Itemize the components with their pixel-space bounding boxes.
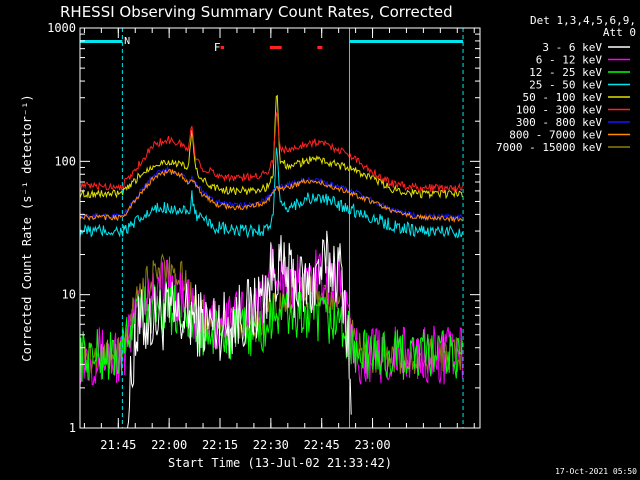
- x-tick-label: 22:15: [202, 438, 238, 452]
- legend-header-line2: Att 0: [603, 26, 636, 39]
- x-tick-label: 21:45: [100, 438, 136, 452]
- y-tick-label: 100: [54, 154, 76, 168]
- flag-bar: [317, 46, 323, 49]
- series-line: [79, 94, 463, 200]
- series-line: [127, 230, 352, 429]
- y-axis-label: Corrected Count Rate (s⁻¹ detector⁻¹): [20, 94, 34, 361]
- night-bar: [349, 40, 464, 43]
- series-line: [79, 281, 463, 382]
- legend-label: 25 - 50 keV: [529, 79, 602, 92]
- legend-label: 800 - 7000 keV: [509, 129, 602, 142]
- y-tick-label: 10: [62, 288, 76, 302]
- series-line: [79, 112, 463, 194]
- chart-title: RHESSI Observing Summary Count Rates, Co…: [60, 3, 453, 21]
- series-line: [79, 168, 463, 223]
- legend-label: 6 - 12 keV: [536, 54, 603, 67]
- y-tick-label: 1000: [47, 21, 76, 35]
- legend-label: 100 - 300 keV: [516, 104, 602, 117]
- x-axis: 21:45 22:00 22:15 22:30 22:45 23:00: [83, 28, 475, 452]
- x-tick-label: 22:00: [151, 438, 187, 452]
- legend-label: 300 - 800 keV: [516, 116, 602, 129]
- marker-label: N: [124, 36, 130, 47]
- y-axis: 1 10 100 1000: [47, 21, 480, 435]
- x-tick-label: 23:00: [354, 438, 390, 452]
- flag-bar: [220, 46, 225, 49]
- x-tick-label: 22:45: [304, 438, 340, 452]
- plot-frame: [79, 27, 481, 429]
- y-tick-label: 1: [69, 421, 76, 435]
- night-bar: [80, 40, 123, 43]
- flag-label: F: [214, 41, 221, 54]
- x-axis-label: Start Time (13-Jul-02 21:33:42): [168, 456, 392, 470]
- legend-label: 3 - 6 keV: [542, 41, 602, 54]
- series-line: [79, 147, 463, 239]
- flag-bar: [269, 46, 282, 49]
- x-tick-label: 22:30: [253, 438, 289, 452]
- legend-header-line1: Det 1,3,4,5,6,9,: [530, 14, 636, 27]
- legend-label: 50 - 100 keV: [523, 91, 603, 104]
- timestamp: 17-Oct-2021 05:50: [555, 467, 637, 476]
- legend-label: 7000 - 15000 keV: [496, 141, 602, 154]
- legend-label: 12 - 25 keV: [529, 66, 602, 79]
